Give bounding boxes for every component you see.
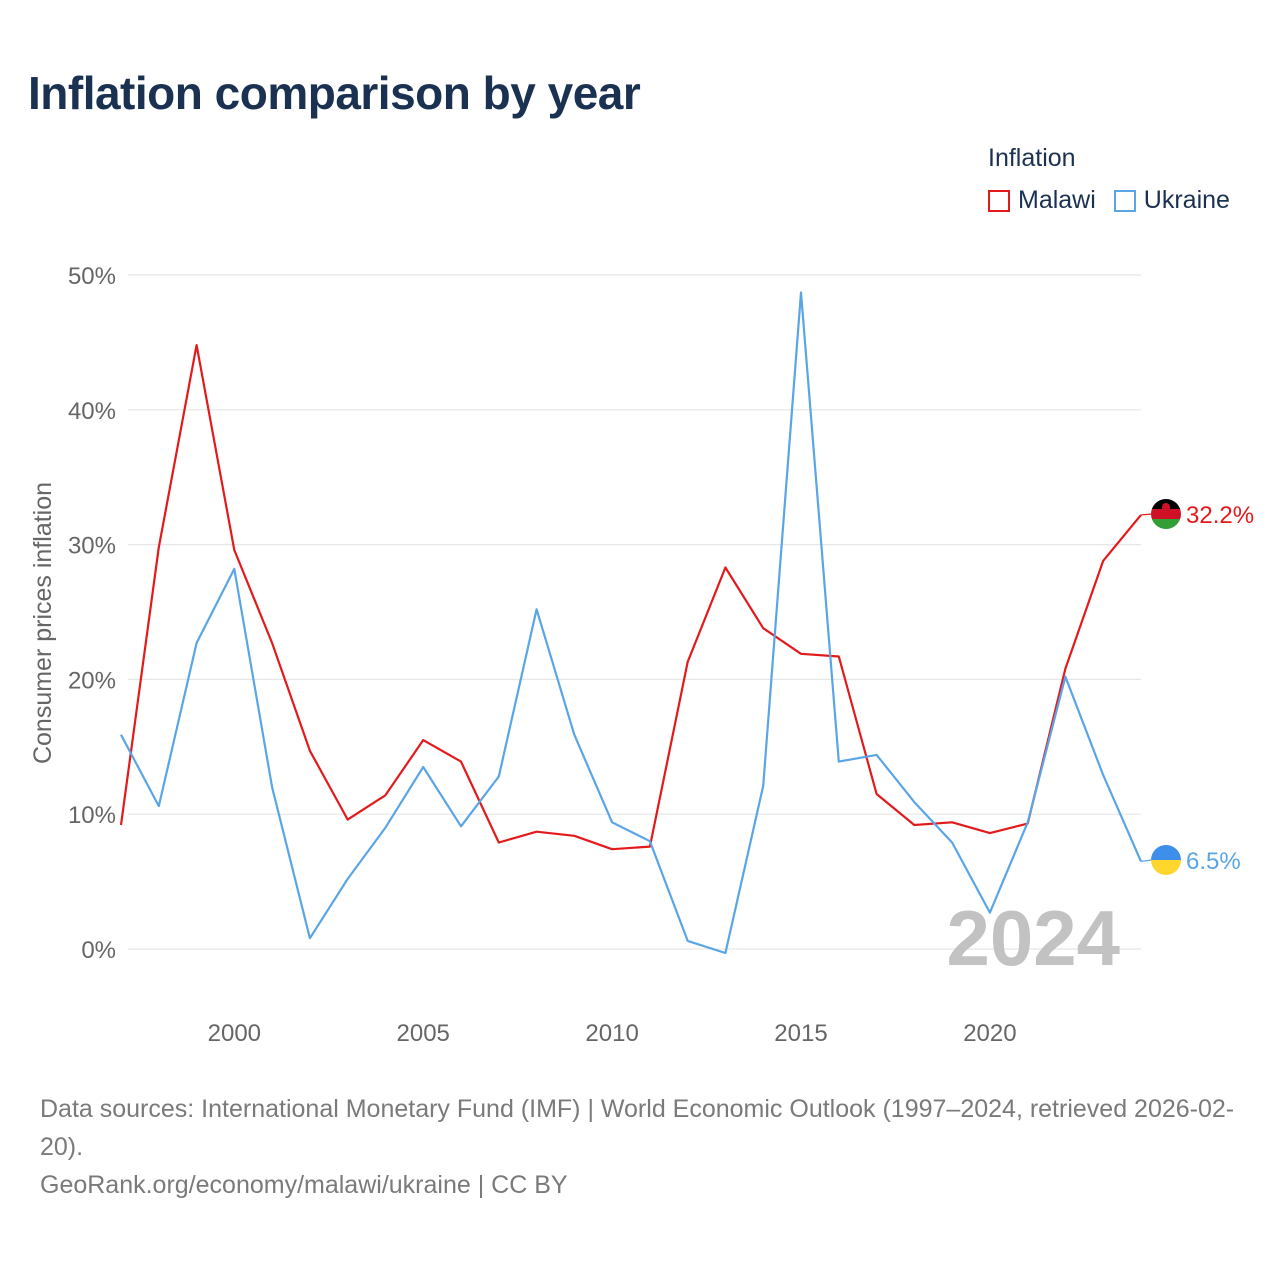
line-chart: 0% 10% 20% 30% 40% 50% 2000 2005 2010 2015 2020 C… <box>29 263 1254 1047</box>
y-tick-label: 40% <box>68 398 116 425</box>
legend-item-ukraine[interactable]: Ukraine <box>1113 186 1230 215</box>
legend-item-malawi[interactable]: Malawi <box>988 186 1096 215</box>
legend-label-ukraine: Ukraine <box>1143 186 1230 214</box>
end-label-malawi: 32.2% <box>1186 502 1254 529</box>
x-tick-label: 2010 <box>585 1020 638 1047</box>
y-tick-label: 0% <box>81 937 116 964</box>
y-axis-label: Consumer prices inflation <box>29 482 57 764</box>
data-sources: Data sources: International Monetary Fun… <box>40 1095 1235 1161</box>
legend-title: Inflation <box>988 144 1076 172</box>
x-axis-ticks: 2000 2005 2010 2015 2020 <box>208 1020 1017 1047</box>
year-watermark: 2024 <box>946 894 1120 982</box>
ukraine-flag-icon <box>1151 845 1181 875</box>
series-line-ukraine <box>120 291 1143 955</box>
credit-link[interactable]: GeoRank.org/economy/malawi/ukraine | CC … <box>40 1171 568 1199</box>
end-labels: 32.2% 6.5% <box>1140 502 1254 875</box>
y-tick-label: 50% <box>68 263 116 290</box>
legend-swatch-ukraine <box>1113 189 1136 212</box>
series-lines <box>119 291 1143 955</box>
y-axis-ticks: 0% 10% 20% 30% 40% 50% <box>68 263 116 964</box>
y-tick-label: 10% <box>68 802 116 829</box>
end-connector-ukraine <box>1140 859 1153 862</box>
x-tick-label: 2015 <box>774 1020 827 1047</box>
end-connector-malawi <box>1140 513 1153 516</box>
end-label-ukraine: 6.5% <box>1186 848 1241 875</box>
x-tick-label: 2005 <box>397 1020 450 1047</box>
legend-label-malawi: Malawi <box>1018 186 1096 214</box>
grid-lines <box>128 274 1141 950</box>
y-tick-label: 30% <box>68 533 116 560</box>
x-tick-label: 2000 <box>208 1020 261 1047</box>
legend: Malawi Ukraine <box>988 186 1230 215</box>
x-tick-label: 2020 <box>963 1020 1016 1047</box>
malawi-flag-icon <box>1151 499 1181 529</box>
chart-title: Inflation comparison by year <box>28 67 641 119</box>
footer: Data sources: International Monetary Fun… <box>40 1090 1245 1204</box>
y-tick-label: 20% <box>68 667 116 694</box>
series-line-malawi <box>119 344 1142 851</box>
legend-swatch-malawi <box>988 189 1010 212</box>
